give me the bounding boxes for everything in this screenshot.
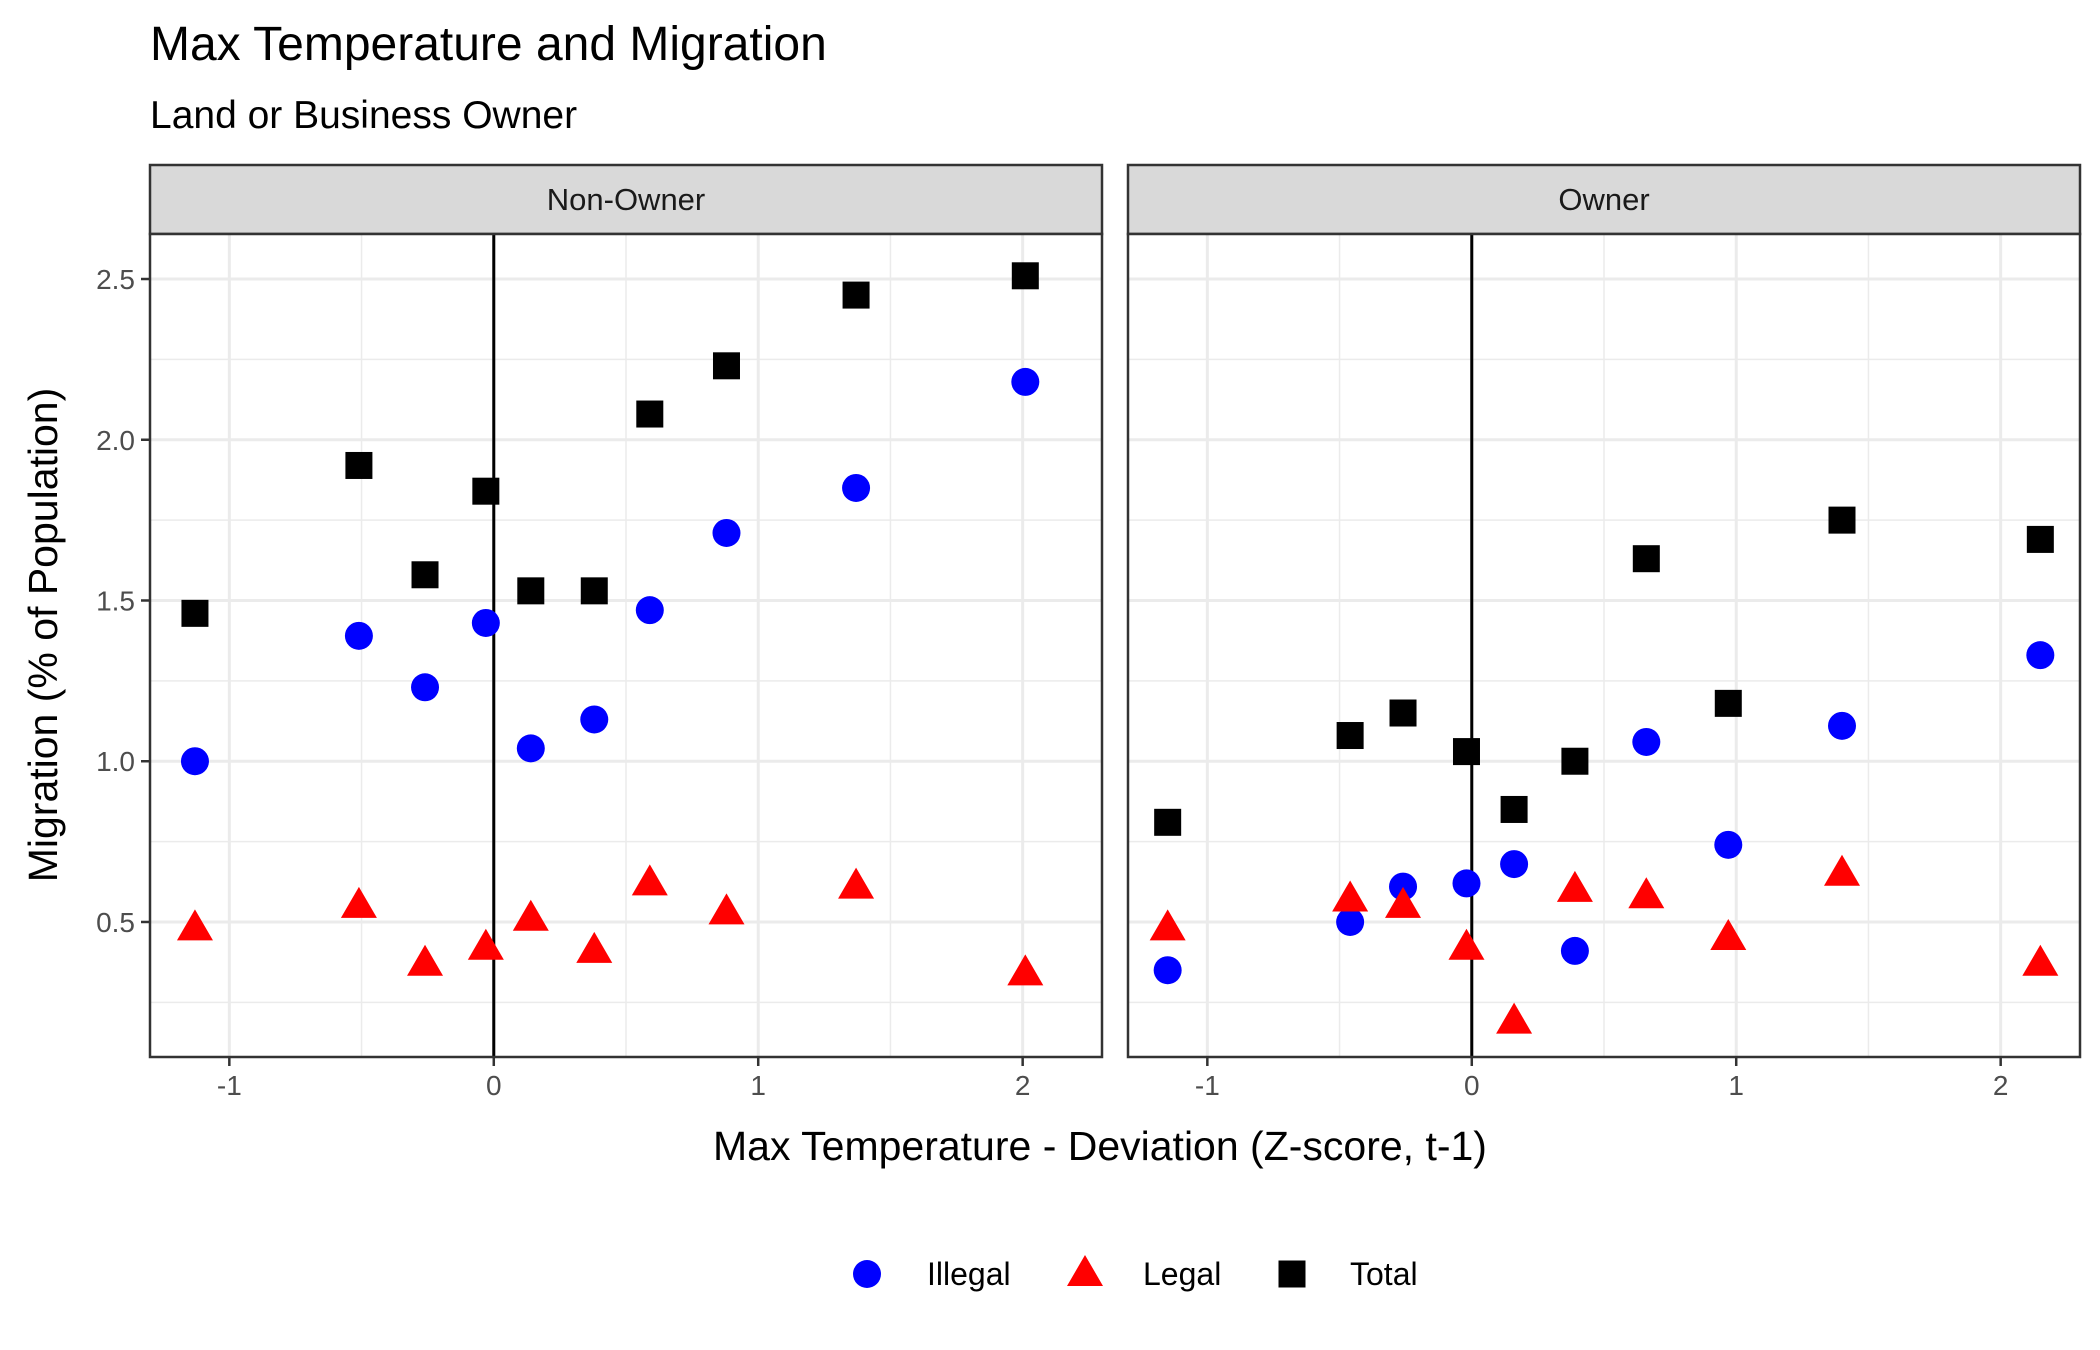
point-illegal <box>1500 850 1529 879</box>
point-illegal <box>344 621 373 650</box>
point-illegal <box>2026 641 2055 670</box>
point-legal <box>1448 928 1485 960</box>
x-tick-label: 2 <box>1993 1070 2009 1101</box>
point-illegal <box>580 705 609 734</box>
point-total <box>636 400 664 428</box>
point-total <box>1714 689 1742 717</box>
point-total <box>1632 545 1660 573</box>
point-legal <box>1496 1002 1533 1034</box>
panel-non-owner: Non-Owner -1 0 1 2 0.5 1.0 1.5 2.0 2.5 <box>96 163 1104 1101</box>
point-illegal <box>411 673 440 702</box>
point-total <box>1500 795 1528 823</box>
facet-strip <box>148 163 1104 236</box>
point-legal <box>631 864 668 896</box>
point-legal <box>1824 854 1860 886</box>
x-tick-label: -1 <box>217 1070 242 1101</box>
legend-label: Illegal <box>927 1256 1011 1292</box>
point-total <box>2026 525 2054 553</box>
point-legal <box>340 886 377 918</box>
facet-strip-label: Non-Owner <box>547 182 706 217</box>
legend-key-legal <box>1067 1255 1103 1286</box>
point-total <box>181 599 209 627</box>
point-legal <box>512 899 549 931</box>
point-illegal <box>1336 907 1365 936</box>
point-total <box>712 352 740 380</box>
point-legal <box>2022 944 2059 976</box>
point-total <box>1389 699 1417 727</box>
point-legal <box>1628 877 1665 909</box>
point-illegal <box>180 747 209 776</box>
y-tick-label: 1.5 <box>96 585 135 616</box>
point-total <box>580 577 608 605</box>
point-legal <box>1149 909 1186 941</box>
panel-border <box>1126 232 2082 1059</box>
point-total <box>1452 738 1480 766</box>
point-legal <box>708 893 745 925</box>
point-total <box>1154 808 1182 836</box>
legend-item-legal: Legal <box>1067 1255 1221 1292</box>
panels-layer: Non-Owner -1 0 1 2 0.5 1.0 1.5 2.0 2.5 Owner -1 0 1 2 <box>96 163 2082 1101</box>
point-illegal <box>1828 711 1856 740</box>
point-total <box>1336 722 1364 750</box>
point-illegal <box>471 608 500 637</box>
point-total <box>472 477 500 505</box>
point-illegal <box>1389 872 1418 901</box>
x-tick-label: -1 <box>1195 1070 1220 1101</box>
point-legal <box>467 928 504 960</box>
legend-label: Legal <box>1143 1256 1221 1292</box>
point-legal <box>1007 954 1044 986</box>
point-illegal <box>516 734 545 763</box>
point-total <box>517 577 545 605</box>
point-illegal <box>635 596 664 625</box>
point-legal <box>1556 870 1593 902</box>
point-legal <box>1332 880 1369 912</box>
point-total <box>411 561 439 589</box>
point-illegal <box>1153 956 1182 985</box>
chart-subtitle: Land or Business Owner <box>150 94 577 137</box>
y-tick-label: 1.0 <box>96 746 135 777</box>
legend-key-illegal <box>853 1260 881 1288</box>
point-legal <box>838 867 875 899</box>
legend-item-illegal: Illegal <box>853 1256 1011 1292</box>
legend-key-total <box>1278 1260 1306 1288</box>
point-total <box>1561 747 1589 775</box>
point-legal <box>576 931 613 963</box>
facet-strip-label: Owner <box>1558 182 1649 217</box>
legend-item-total: Total <box>1278 1256 1418 1292</box>
point-legal <box>176 909 213 941</box>
chart-title: Max Temperature and Migration <box>150 18 827 71</box>
y-tick-label: 2.5 <box>96 264 135 295</box>
panel-border <box>148 232 1104 1059</box>
x-tick-label: 0 <box>486 1070 502 1101</box>
point-illegal <box>842 473 871 502</box>
point-total <box>1828 506 1856 534</box>
x-tick-label: 2 <box>1015 1070 1031 1101</box>
legend-label: Total <box>1350 1256 1418 1292</box>
point-legal <box>1710 919 1747 951</box>
y-tick-label: 2.0 <box>96 425 135 456</box>
point-illegal <box>1011 367 1040 396</box>
point-illegal <box>1632 727 1661 756</box>
point-total <box>842 281 870 309</box>
point-illegal <box>1714 830 1743 859</box>
y-tick-label: 0.5 <box>96 907 135 938</box>
x-tick-label: 0 <box>1464 1070 1480 1101</box>
point-illegal <box>1452 869 1481 898</box>
point-legal <box>407 944 444 976</box>
point-illegal <box>1560 936 1589 965</box>
facet-strip <box>1126 163 2082 236</box>
x-axis-title: Max Temperature - Deviation (Z-score, t-… <box>713 1123 1487 1169</box>
legend: Illegal Legal Total <box>853 1255 1418 1292</box>
panel-owner: Owner -1 0 1 2 <box>1126 163 2082 1101</box>
point-total <box>345 451 373 479</box>
x-tick-label: 1 <box>750 1070 766 1101</box>
y-axis-title: Migration (% of Population) <box>20 388 66 883</box>
point-illegal <box>712 518 741 547</box>
point-legal <box>1385 886 1422 918</box>
point-total <box>1011 262 1039 290</box>
x-tick-label: 1 <box>1728 1070 1744 1101</box>
